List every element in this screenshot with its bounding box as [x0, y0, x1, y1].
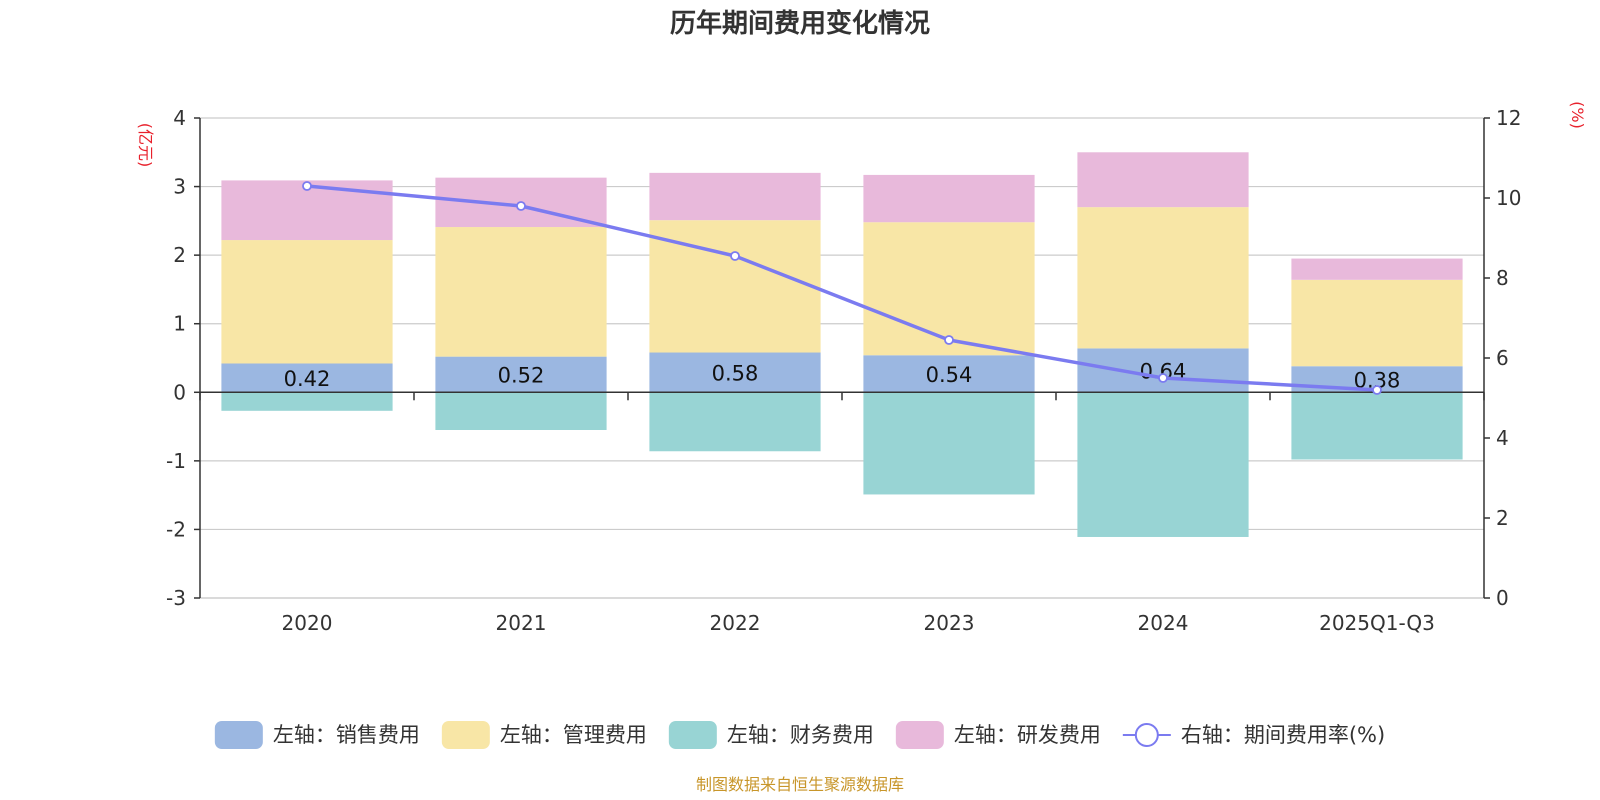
legend-label: 右轴：期间费用率(%): [1181, 723, 1385, 747]
bar: [435, 392, 607, 430]
legend-swatch: [895, 721, 944, 749]
left-tick-label: 1: [173, 312, 186, 336]
bar: [435, 227, 607, 357]
legend-swatch: [441, 721, 490, 749]
rate-line-group: [302, 181, 1382, 395]
data-label: 0.42: [284, 367, 331, 391]
bar: [435, 356, 607, 393]
chart-title: 历年期间费用变化情况: [670, 8, 930, 39]
data-label: 0.52: [498, 363, 545, 387]
bar: [649, 220, 821, 353]
x-tick-label: 2023: [924, 611, 975, 635]
bar: [863, 174, 1035, 223]
bar: [1077, 207, 1249, 349]
rate-point: [516, 201, 526, 211]
bar: [1291, 392, 1463, 460]
rate-point: [730, 251, 740, 261]
right-tick-label: 0: [1496, 586, 1509, 610]
legend-item[interactable]: 左轴：管理费用: [441, 721, 647, 749]
legend-marker-swatch: [1134, 723, 1159, 747]
left-axis-unit: (亿元): [136, 123, 155, 168]
x-tick-label: 2025Q1-Q3: [1319, 611, 1435, 635]
bar: [1077, 152, 1249, 208]
left-tick-label: 3: [173, 175, 186, 199]
x-tick-label: 2024: [1138, 611, 1189, 635]
bar: [221, 240, 393, 364]
bar: [221, 363, 393, 393]
right-tick-label: 10: [1496, 186, 1521, 210]
bar: [863, 355, 1035, 393]
left-tick-label: -3: [166, 586, 186, 610]
right-tick-label: 8: [1496, 266, 1509, 290]
bar: [221, 392, 393, 411]
right-axis-unit: (%): [1568, 101, 1587, 129]
left-tick-label: 2: [173, 243, 186, 267]
legend-label: 左轴：管理费用: [500, 723, 647, 747]
rate-point: [944, 335, 954, 345]
bar: [863, 392, 1035, 495]
x-tick-label: 2021: [496, 611, 547, 635]
legend-item[interactable]: 左轴：销售费用: [214, 721, 420, 749]
legend[interactable]: 左轴：销售费用 左轴：管理费用 左轴：财务费用 左轴：研发费用 右轴：期间费用率(%): [214, 721, 1385, 749]
bar: [649, 172, 821, 221]
legend-item[interactable]: 左轴：研发费用: [895, 721, 1101, 749]
bar: [863, 222, 1035, 356]
right-tick-label: 4: [1496, 426, 1509, 450]
data-label: 0.58: [712, 361, 759, 385]
data-label: 0.54: [926, 363, 973, 387]
right-tick-label: 12: [1496, 106, 1521, 130]
bar: [649, 392, 821, 452]
bars-group: [221, 152, 1463, 537]
bar: [1291, 279, 1463, 367]
bar: [1291, 258, 1463, 280]
right-tick-label: 6: [1496, 346, 1509, 370]
bar: [1077, 392, 1249, 537]
legend-item[interactable]: 右轴：期间费用率(%): [1122, 723, 1385, 747]
grid-lines: [200, 117, 1484, 599]
legend-label: 左轴：财务费用: [727, 723, 874, 747]
left-tick-label: 0: [173, 380, 186, 404]
legend-swatch: [668, 721, 717, 749]
rate-point: [302, 181, 312, 191]
x-tick-label: 2022: [710, 611, 761, 635]
left-tick-label: 4: [173, 106, 186, 130]
right-tick-label: 2: [1496, 506, 1509, 530]
source-note: 制图数据来自恒生聚源数据库: [696, 775, 904, 794]
legend-swatch: [214, 721, 263, 749]
rate-point: [1158, 373, 1168, 383]
left-tick-label: -2: [166, 517, 186, 541]
x-tick-label: 2020: [282, 611, 333, 635]
bar: [649, 352, 821, 393]
rate-point: [1372, 385, 1382, 395]
legend-item[interactable]: 左轴：财务费用: [668, 721, 874, 749]
left-tick-label: -1: [166, 449, 186, 473]
bar: [1077, 348, 1249, 393]
rate-line: [306, 184, 1378, 392]
legend-label: 左轴：销售费用: [273, 723, 420, 747]
legend-label: 左轴：研发费用: [954, 723, 1101, 747]
